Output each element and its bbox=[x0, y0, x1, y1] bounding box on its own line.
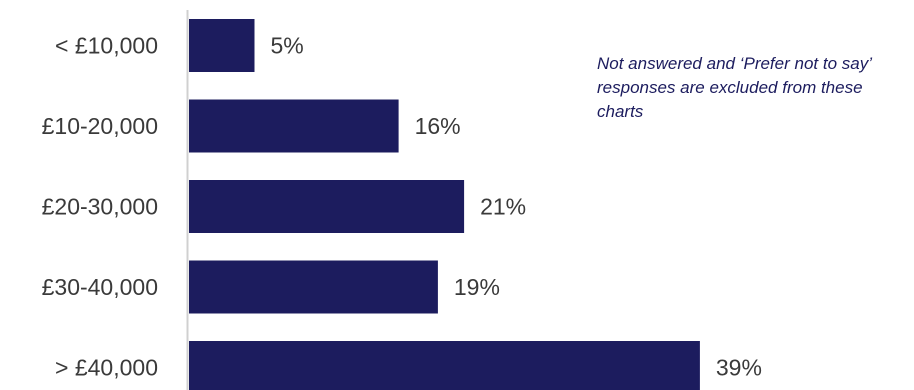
category-label-1: £10-20,000 bbox=[42, 113, 158, 139]
value-label-1: 16% bbox=[415, 113, 461, 139]
category-label-4: > £40,000 bbox=[55, 355, 158, 381]
category-label-2: £20-30,000 bbox=[42, 194, 158, 220]
category-label-3: £30-40,000 bbox=[42, 274, 158, 300]
chart-annotation-note: Not answered and ‘Prefer not to say’ res… bbox=[597, 54, 872, 121]
value-label-0: 5% bbox=[271, 33, 304, 59]
bar-0 bbox=[189, 19, 255, 72]
bar-4 bbox=[189, 341, 700, 390]
bar-1 bbox=[189, 99, 399, 153]
bar-3 bbox=[189, 260, 438, 314]
category-label-0: < £10,000 bbox=[55, 33, 158, 59]
bar-2 bbox=[189, 180, 465, 233]
value-label-2: 21% bbox=[480, 194, 526, 220]
value-label-3: 19% bbox=[454, 274, 500, 300]
value-label-4: 39% bbox=[716, 355, 762, 381]
bars-group: < £10,000 5% £10-20,000 16% £20-30,000 21% £30… bbox=[42, 19, 762, 390]
